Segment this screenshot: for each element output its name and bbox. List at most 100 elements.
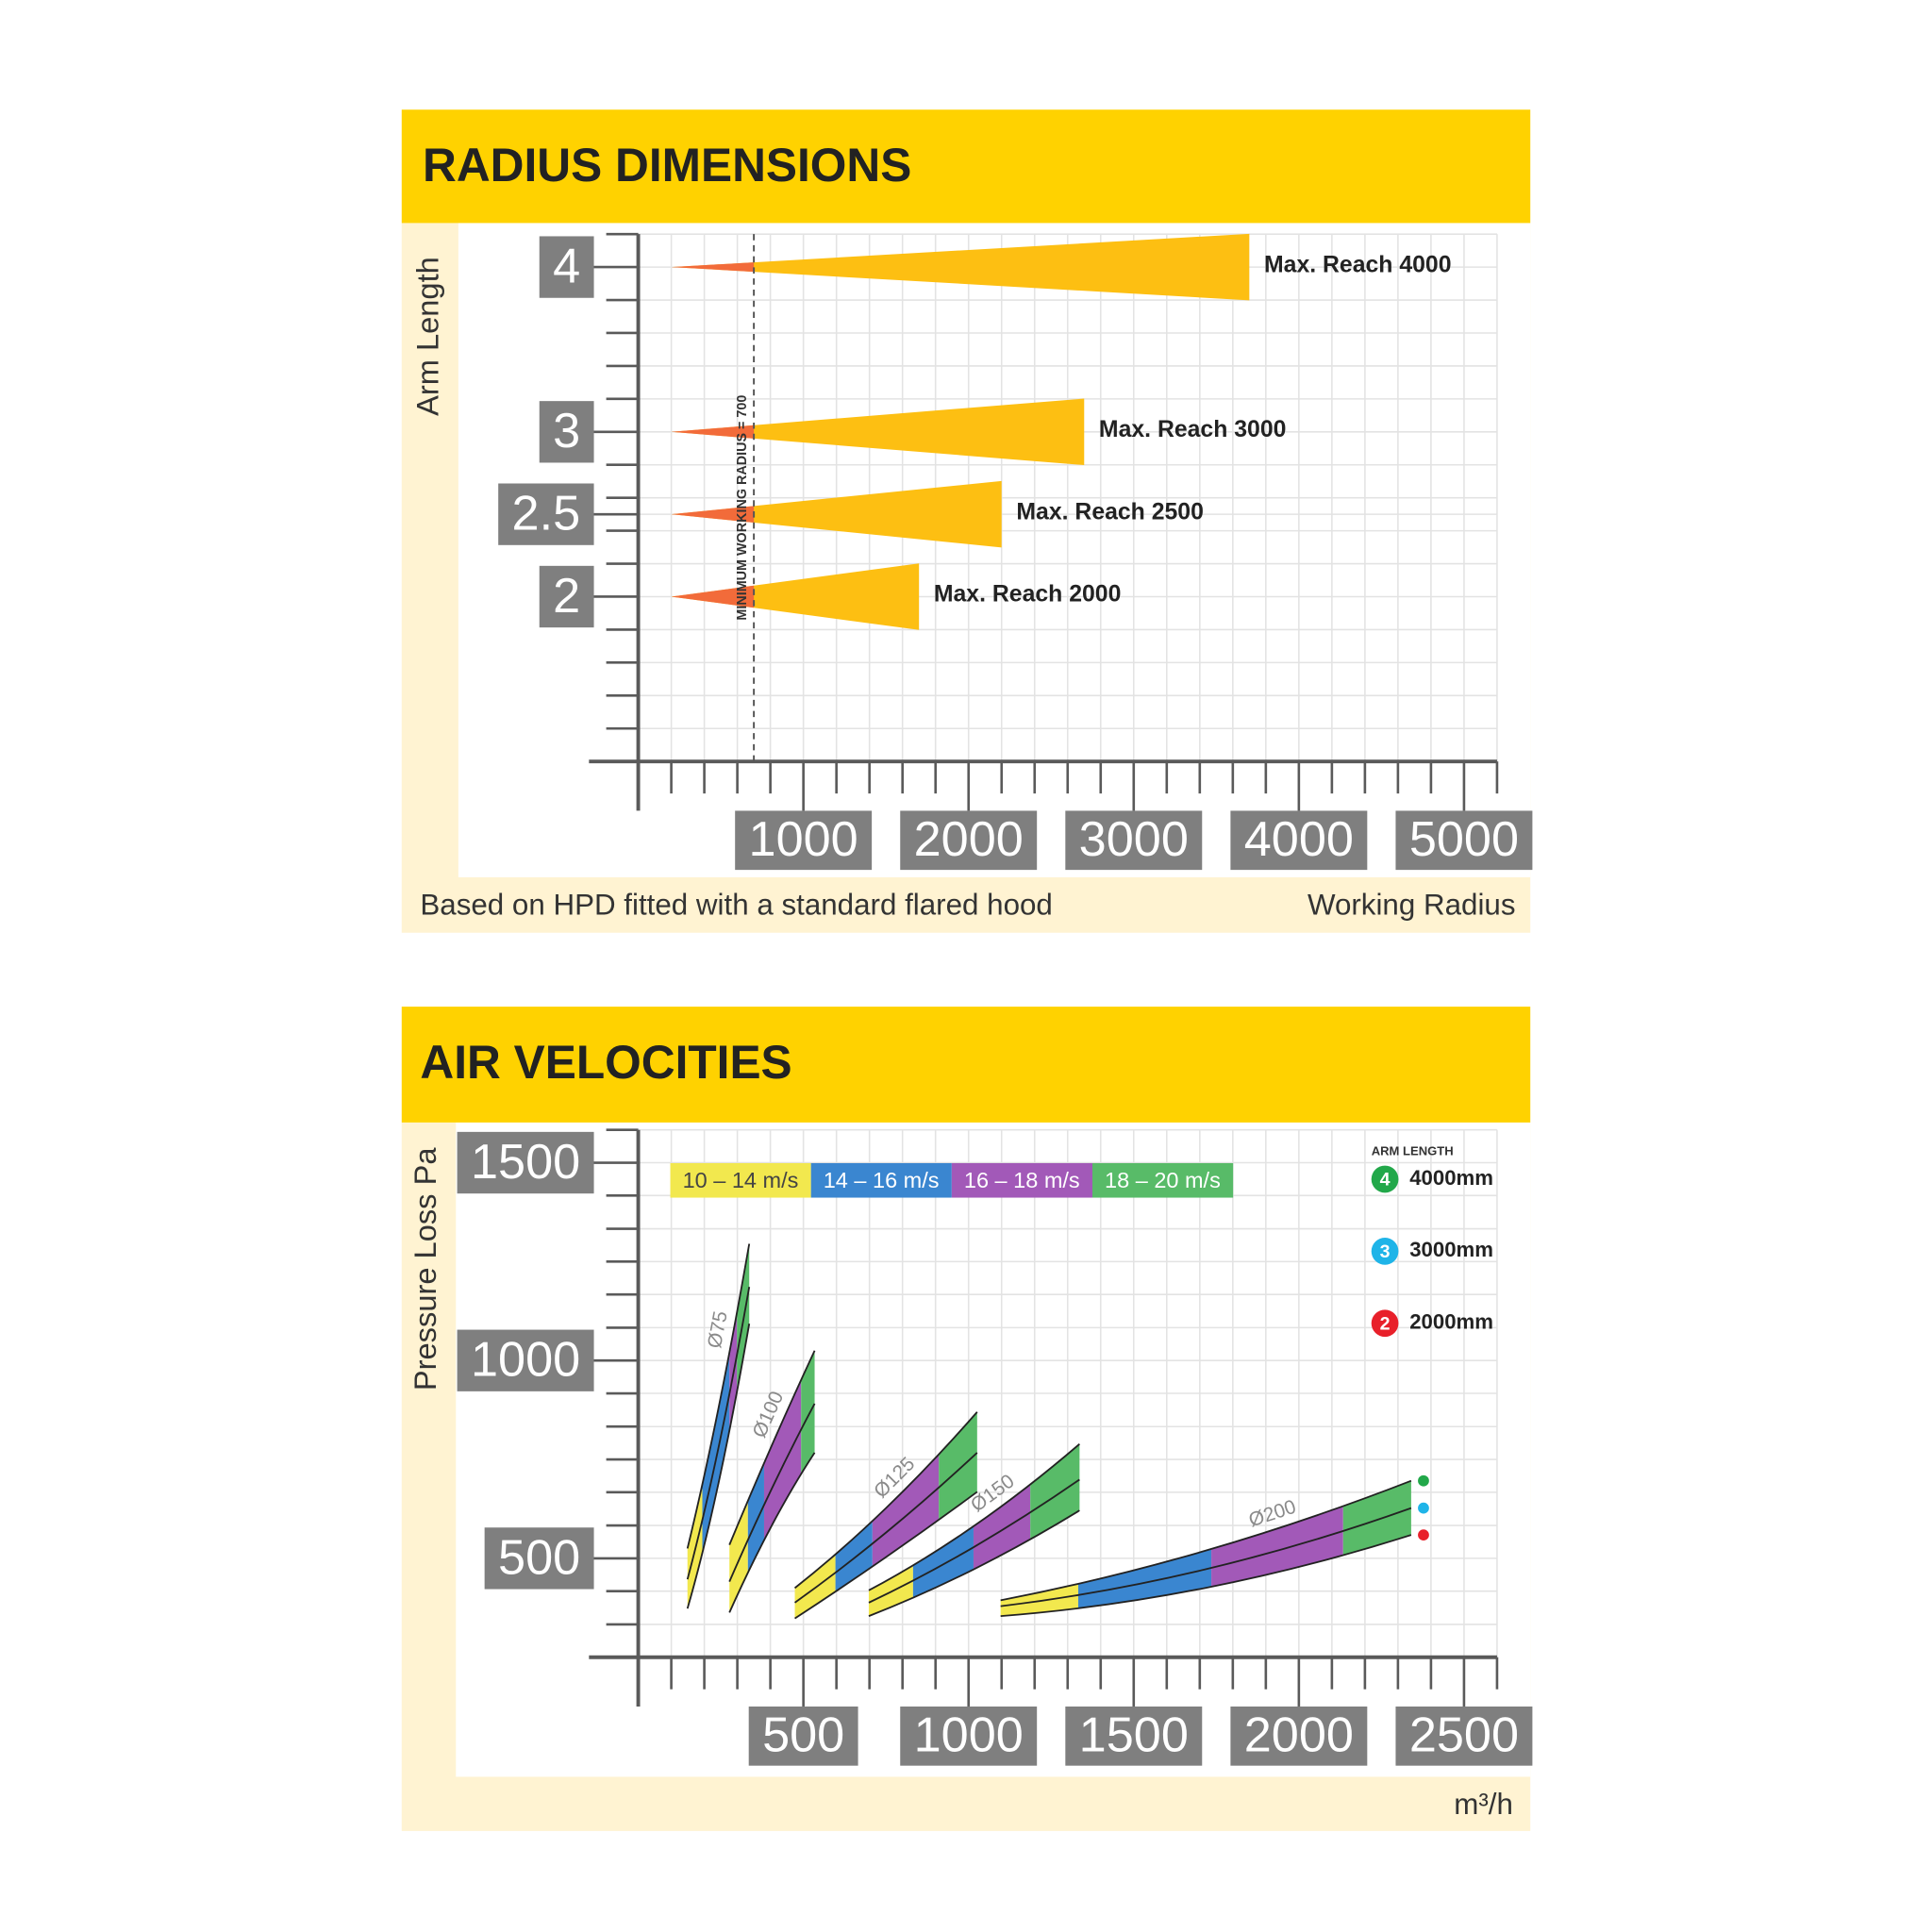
legend-badge — [1371, 1309, 1399, 1338]
arm-marker — [1418, 1529, 1429, 1541]
velocity-segment — [1077, 1548, 1212, 1608]
velocity-segment — [1342, 1480, 1411, 1556]
velocity-segment — [939, 1411, 977, 1521]
min-radius-wedge — [671, 506, 755, 523]
duct-curve — [868, 1443, 1080, 1591]
x-axis-label: Working Radius — [1307, 889, 1516, 922]
tick-label: 2.5 — [512, 487, 581, 541]
tick-label-box — [1230, 810, 1368, 871]
tick-label: 4 — [553, 240, 580, 294]
legend-label: 2000mm — [1409, 1310, 1493, 1334]
reach-wedge — [671, 480, 1002, 548]
duct-curve — [728, 1452, 816, 1613]
reach-label: Max. Reach 4000 — [1264, 252, 1452, 277]
plot-background — [458, 223, 1531, 877]
tick-label-box — [484, 1527, 594, 1590]
x-axis-label: m³/h — [1454, 1788, 1513, 1821]
duct-curve — [794, 1452, 978, 1604]
legend-badge-label: 3 — [1380, 1241, 1391, 1262]
tick-label-box — [539, 236, 594, 298]
legend-swatch — [1092, 1162, 1234, 1198]
legend-badge — [1371, 1165, 1399, 1193]
velocity-segment — [912, 1525, 974, 1598]
duct-curve — [1000, 1507, 1412, 1607]
legend-swatch — [670, 1162, 811, 1198]
tick-label: 5000 — [1409, 812, 1519, 867]
y-axis-label: Pressure Loss Pa — [408, 1147, 442, 1391]
reach-wedge — [671, 563, 920, 630]
duct-curve — [794, 1491, 978, 1620]
tick-label: 1000 — [471, 1333, 580, 1388]
tick-label: 500 — [498, 1530, 580, 1585]
reach-wedge — [671, 398, 1085, 466]
velocity-segment — [801, 1350, 815, 1474]
duct-curve — [686, 1287, 751, 1580]
duct-curve — [728, 1350, 816, 1545]
velocity-segment — [1000, 1583, 1078, 1617]
tick-label: 1500 — [471, 1135, 580, 1190]
tick-label: 1000 — [749, 812, 858, 867]
tick-label-box — [1395, 810, 1533, 871]
min-radius-label: MINIMUM WORKING RADIUS = 700 — [735, 395, 750, 621]
legend-label: 10 – 14 m/s — [683, 1168, 799, 1192]
footnote: Based on HPD fitted with a standard flar… — [420, 889, 1052, 922]
velocity-segment — [1211, 1506, 1343, 1588]
tick-label-box — [457, 1131, 594, 1194]
velocity-segment — [702, 1352, 730, 1554]
velocity-segment — [794, 1554, 836, 1619]
duct-curve — [686, 1324, 751, 1609]
legend-badge-label: 4 — [1380, 1169, 1391, 1190]
velocity-segment — [729, 1500, 748, 1613]
plot-background — [456, 1122, 1531, 1777]
duct-curve — [868, 1509, 1080, 1617]
reach-label: Max. Reach 3000 — [1099, 417, 1286, 442]
velocity-segment — [973, 1484, 1031, 1570]
tick-label: 3 — [553, 404, 580, 458]
velocity-segment — [687, 1484, 703, 1609]
tick-label: 2000 — [1244, 1708, 1354, 1763]
tick-label-box — [539, 565, 594, 628]
tick-label: 3000 — [1079, 812, 1189, 867]
tick-label-box — [900, 1706, 1038, 1766]
tick-label-box — [1065, 1706, 1203, 1766]
min-radius-wedge — [671, 585, 755, 608]
legend-label: 18 – 20 m/s — [1105, 1168, 1221, 1192]
duct-curve — [868, 1478, 1080, 1604]
legend-label: 3000mm — [1409, 1238, 1493, 1261]
tick-label-box — [539, 401, 594, 463]
legend-badge-label: 2 — [1380, 1313, 1391, 1334]
tick-label: 2 — [553, 569, 580, 624]
tick-label: 1000 — [914, 1708, 1024, 1763]
legend-label: 16 – 18 m/s — [964, 1168, 1080, 1192]
reach-label: Max. Reach 2000 — [934, 582, 1122, 608]
arm-marker — [1418, 1474, 1429, 1487]
header-bar — [401, 109, 1531, 224]
duct-curve — [793, 1411, 978, 1590]
tick-label-box — [1230, 1706, 1368, 1766]
reach-wedge — [671, 233, 1250, 301]
min-radius-wedge — [671, 425, 755, 439]
tick-label: 500 — [762, 1708, 844, 1763]
legend-title: ARM LENGTH — [1372, 1144, 1454, 1158]
tick-label-box — [900, 810, 1038, 871]
tick-label-box — [748, 1706, 858, 1766]
velocity-segment — [1030, 1443, 1080, 1540]
tick-label: 4000 — [1244, 812, 1354, 867]
chart-title: AIR VELOCITIES — [420, 1036, 791, 1089]
duct-curve — [1000, 1534, 1412, 1618]
y-axis-label: Arm Length — [409, 257, 444, 416]
velocity-segment — [835, 1521, 873, 1592]
tick-label: 2500 — [1409, 1708, 1519, 1763]
velocity-segment — [872, 1454, 940, 1567]
legend-swatch — [951, 1162, 1093, 1198]
tick-label-box — [498, 483, 594, 545]
tick-label-box — [1395, 1706, 1533, 1766]
duct-curve — [728, 1403, 816, 1582]
header-bar — [401, 1007, 1531, 1123]
legend-swatch — [810, 1162, 952, 1198]
tick-label: 1500 — [1079, 1708, 1189, 1763]
arm-marker — [1418, 1502, 1429, 1514]
legend-label: 4000mm — [1409, 1166, 1493, 1190]
legend-label: 14 – 16 m/s — [824, 1168, 940, 1192]
